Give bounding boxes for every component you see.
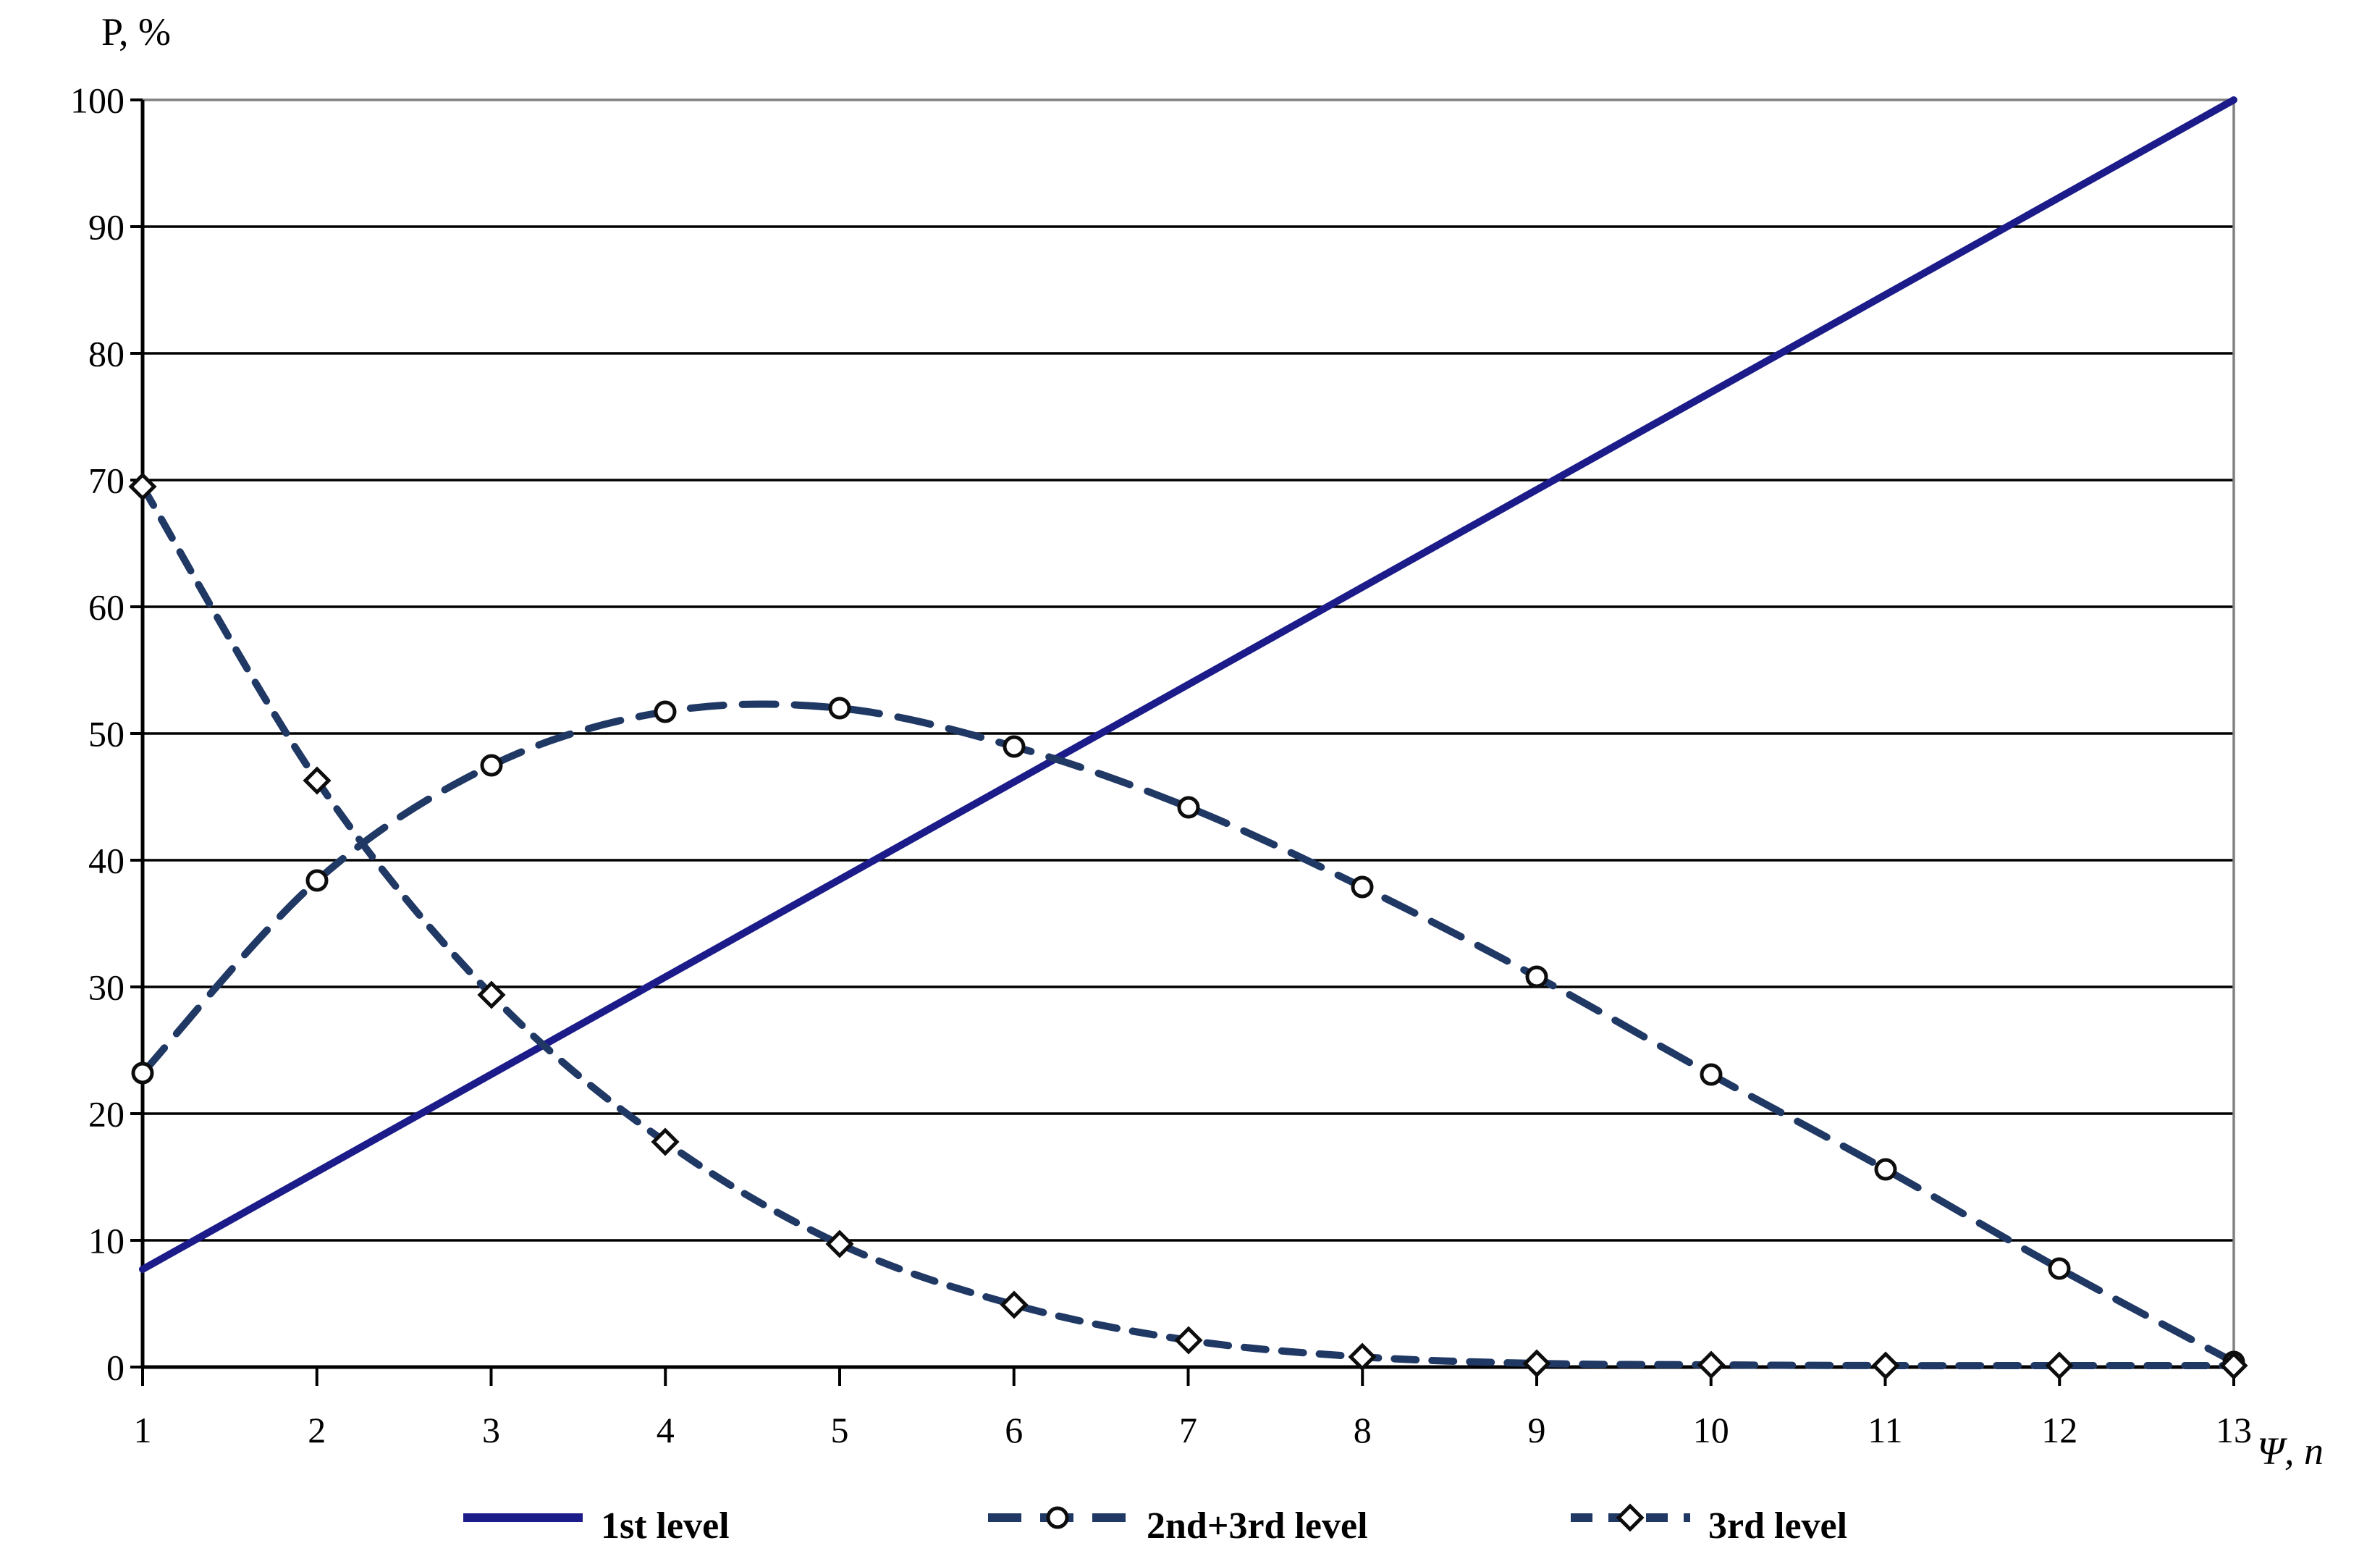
data-point-2nd-3rd-level-x6 — [1003, 735, 1026, 758]
series-1st-level — [139, 96, 2237, 1273]
grid-layer — [143, 98, 2235, 1367]
x-tick-label-1: 1 — [134, 1410, 152, 1450]
x-tick-label-8: 8 — [1354, 1410, 1372, 1450]
series-3rd-level — [128, 472, 2248, 1380]
x-tick-label-6: 6 — [1005, 1410, 1023, 1450]
data-point-2nd-3rd-level-x9 — [1525, 965, 1548, 988]
data-point-2nd-3rd-level-x7 — [1177, 796, 1200, 819]
series-line-2 — [139, 483, 2237, 1370]
data-point-3rd-level-x3 — [477, 980, 506, 1009]
legend-marker-circle — [1046, 1506, 1069, 1529]
y-tick-label-40: 40 — [88, 841, 125, 881]
x-tick-label-11: 11 — [1868, 1410, 1902, 1450]
legend-marker-diamond — [1616, 1503, 1645, 1532]
y-tick-label-80: 80 — [88, 334, 125, 374]
x-tick-label-4: 4 — [657, 1410, 675, 1450]
data-point-2nd-3rd-level-x5 — [828, 697, 851, 720]
y-tick-label-90: 90 — [88, 207, 125, 248]
y-tick-label-30: 30 — [88, 967, 125, 1008]
data-point-3rd-level-x8 — [1348, 1342, 1377, 1371]
data-point-3rd-level-x13 — [2219, 1351, 2248, 1380]
series-line-1 — [139, 700, 2237, 1366]
y-tick-label-20: 20 — [88, 1094, 125, 1135]
data-point-2nd-3rd-level-x2 — [305, 869, 329, 892]
legend-label-0: 1st level — [601, 1505, 730, 1547]
legend-item-2nd-3rd-level: 2nd+3rd level — [988, 1505, 1368, 1547]
data-point-3rd-level-x7 — [1174, 1326, 1203, 1355]
data-point-3rd-level-x5 — [825, 1229, 854, 1258]
x-tick-label-9: 9 — [1528, 1410, 1546, 1450]
series-layer — [128, 96, 2248, 1380]
y-tick-label-50: 50 — [88, 714, 125, 754]
legend-label-1: 2nd+3rd level — [1147, 1505, 1368, 1547]
y-tick-label-10: 10 — [88, 1221, 125, 1261]
x-tick-label-5: 5 — [831, 1410, 849, 1450]
series-2nd-3rd-level — [131, 697, 2245, 1374]
x-tick-label-10: 10 — [1693, 1410, 1729, 1450]
data-point-2nd-3rd-level-x10 — [1700, 1063, 1723, 1086]
data-point-3rd-level-x4 — [651, 1127, 680, 1156]
series-line-0 — [139, 96, 2237, 1273]
data-point-2nd-3rd-level-x8 — [1351, 875, 1374, 899]
data-point-3rd-level-x2 — [303, 766, 332, 795]
data-point-3rd-level-x12 — [2045, 1351, 2074, 1380]
y-axis-title: P, % — [101, 10, 171, 54]
y-tick-label-70: 70 — [88, 461, 125, 501]
x-axis-title: Ψ, n — [2257, 1429, 2324, 1473]
data-point-2nd-3rd-level-x12 — [2048, 1257, 2071, 1280]
x-tick-label-2: 2 — [308, 1410, 326, 1450]
x-tick-label-3: 3 — [482, 1410, 500, 1450]
legend-item-1st-level: 1st level — [463, 1505, 730, 1547]
data-point-2nd-3rd-level-x3 — [480, 754, 503, 777]
x-tick-label-12: 12 — [2041, 1410, 2077, 1450]
data-point-3rd-level-x6 — [1000, 1290, 1029, 1319]
data-point-3rd-level-x10 — [1697, 1350, 1726, 1379]
axis-layer — [130, 98, 2235, 1386]
legend: 1st level 2nd+3rd level 3rd level — [463, 1503, 1847, 1547]
data-point-2nd-3rd-level-x1 — [131, 1061, 154, 1085]
data-point-3rd-level-x1 — [128, 472, 157, 501]
data-point-2nd-3rd-level-x4 — [654, 700, 677, 723]
data-point-3rd-level-x11 — [1871, 1351, 1900, 1380]
legend-item-3rd-level: 3rd level — [1571, 1503, 1847, 1547]
y-tick-label-100: 100 — [70, 80, 125, 121]
x-tick-label-7: 7 — [1179, 1410, 1197, 1450]
y-tick-label-0: 0 — [106, 1348, 125, 1388]
legend-label-2: 3rd level — [1708, 1505, 1847, 1547]
y-tick-label-60: 60 — [88, 587, 125, 628]
x-tick-label-13: 13 — [2216, 1410, 2252, 1450]
data-point-2nd-3rd-level-x11 — [1874, 1158, 1897, 1181]
data-point-3rd-level-x9 — [1522, 1349, 1551, 1378]
